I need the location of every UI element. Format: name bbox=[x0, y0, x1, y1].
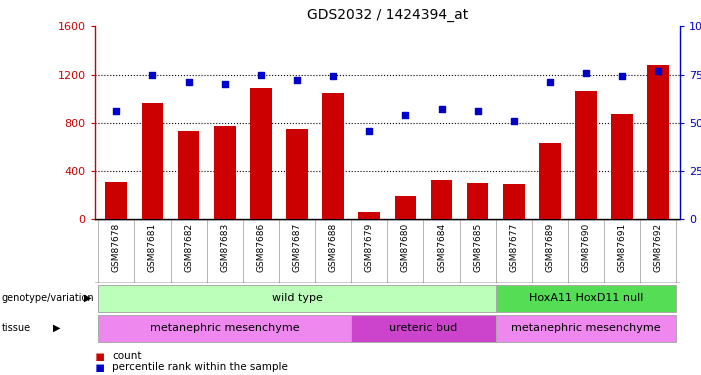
Point bbox=[147, 72, 158, 78]
Text: count: count bbox=[112, 351, 142, 361]
Bar bbox=[214, 126, 236, 219]
Point bbox=[653, 68, 664, 74]
Text: GSM87682: GSM87682 bbox=[184, 223, 193, 272]
Text: GSM87685: GSM87685 bbox=[473, 223, 482, 272]
Point bbox=[183, 79, 194, 85]
Text: percentile rank within the sample: percentile rank within the sample bbox=[112, 363, 288, 372]
Text: metanephric mesenchyme: metanephric mesenchyme bbox=[150, 323, 299, 333]
Text: GSM87677: GSM87677 bbox=[509, 223, 518, 272]
Bar bbox=[98, 315, 351, 342]
Bar bbox=[430, 180, 452, 219]
Bar bbox=[142, 104, 163, 219]
Text: GSM87688: GSM87688 bbox=[329, 223, 338, 272]
Point bbox=[292, 77, 303, 83]
Bar bbox=[576, 92, 597, 219]
Text: ureteric bud: ureteric bud bbox=[389, 323, 458, 333]
Text: ▪: ▪ bbox=[95, 360, 105, 375]
Text: GSM87681: GSM87681 bbox=[148, 223, 157, 272]
Point bbox=[472, 108, 483, 114]
Point bbox=[255, 72, 266, 78]
Text: ▶: ▶ bbox=[53, 323, 60, 333]
Bar bbox=[358, 212, 380, 219]
Text: GSM87686: GSM87686 bbox=[257, 223, 266, 272]
Point bbox=[219, 81, 231, 87]
Text: GSM87687: GSM87687 bbox=[292, 223, 301, 272]
Text: GSM87692: GSM87692 bbox=[654, 223, 662, 272]
Bar bbox=[496, 315, 676, 342]
Text: ▶: ▶ bbox=[84, 293, 92, 303]
Text: GSM87684: GSM87684 bbox=[437, 223, 446, 272]
Bar bbox=[286, 129, 308, 219]
Bar bbox=[105, 182, 127, 219]
Text: tissue: tissue bbox=[1, 323, 31, 333]
Text: GSM87680: GSM87680 bbox=[401, 223, 410, 272]
Bar bbox=[496, 285, 676, 312]
Point bbox=[617, 74, 628, 80]
Point bbox=[327, 74, 339, 80]
Bar bbox=[395, 196, 416, 219]
Point bbox=[508, 118, 519, 124]
Point bbox=[436, 106, 447, 112]
Text: wild type: wild type bbox=[271, 293, 322, 303]
Text: GSM87690: GSM87690 bbox=[582, 223, 590, 272]
Bar bbox=[648, 65, 669, 219]
Text: GSM87678: GSM87678 bbox=[112, 223, 121, 272]
Point bbox=[364, 128, 375, 134]
Bar bbox=[467, 183, 489, 219]
Bar bbox=[98, 285, 496, 312]
Text: metanephric mesenchyme: metanephric mesenchyme bbox=[511, 323, 661, 333]
Bar bbox=[322, 93, 344, 219]
Text: genotype/variation: genotype/variation bbox=[1, 293, 94, 303]
Text: GSM87689: GSM87689 bbox=[545, 223, 554, 272]
Text: GSM87691: GSM87691 bbox=[618, 223, 627, 272]
Bar bbox=[351, 315, 496, 342]
Text: GSM87683: GSM87683 bbox=[220, 223, 229, 272]
Text: ▪: ▪ bbox=[95, 349, 105, 364]
Point bbox=[111, 108, 122, 114]
Bar bbox=[611, 114, 633, 219]
Text: HoxA11 HoxD11 null: HoxA11 HoxD11 null bbox=[529, 293, 644, 303]
Bar bbox=[178, 131, 199, 219]
Point bbox=[544, 79, 555, 85]
Title: GDS2032 / 1424394_at: GDS2032 / 1424394_at bbox=[306, 9, 468, 22]
Bar bbox=[250, 88, 272, 219]
Point bbox=[580, 70, 592, 76]
Point bbox=[400, 112, 411, 118]
Text: GSM87679: GSM87679 bbox=[365, 223, 374, 272]
Bar bbox=[503, 184, 524, 219]
Bar bbox=[539, 143, 561, 219]
